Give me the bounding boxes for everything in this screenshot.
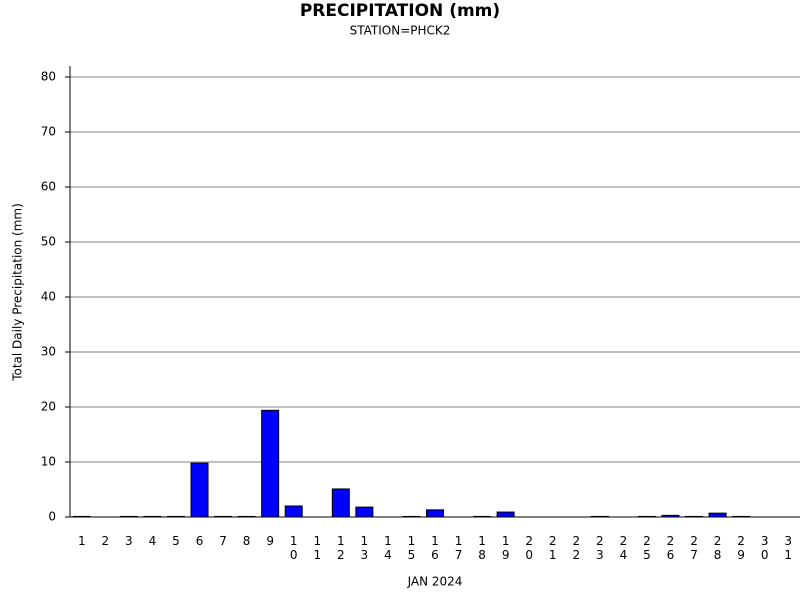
y-tick-label: 30 xyxy=(41,345,56,359)
bar xyxy=(661,514,680,518)
bar xyxy=(496,511,515,518)
x-tick-label: 2 xyxy=(102,534,110,548)
y-tick-label: 80 xyxy=(41,70,56,84)
bar xyxy=(685,515,704,518)
chart-subtitle: STATION=PHCK2 xyxy=(350,24,451,38)
y-tick-label: 0 xyxy=(48,510,56,524)
bar xyxy=(119,515,138,518)
bar xyxy=(426,509,444,518)
y-tick-label: 40 xyxy=(41,290,56,304)
bar xyxy=(261,409,280,518)
bar xyxy=(637,515,656,518)
y-axis-label: Total Daily Precipitation (mm) xyxy=(11,203,25,382)
bar xyxy=(708,512,727,518)
x-tick-label: 4 xyxy=(149,534,157,548)
x-tick-label: 1 xyxy=(78,534,86,548)
bar xyxy=(284,505,303,518)
y-tick-label: 50 xyxy=(41,235,56,249)
bar xyxy=(237,515,256,518)
x-tick-label: 9 xyxy=(266,534,274,548)
y-tick-label: 20 xyxy=(41,400,56,414)
bar xyxy=(732,515,751,518)
y-tick-label: 70 xyxy=(41,125,56,139)
bar xyxy=(473,515,492,518)
bar xyxy=(143,515,162,518)
y-tick-label: 60 xyxy=(41,180,56,194)
chart-title: PRECIPITATION (mm) xyxy=(300,1,500,21)
y-tick-label: 10 xyxy=(41,455,56,469)
x-tick-label: 6 xyxy=(196,534,204,548)
bar xyxy=(72,515,91,518)
x-axis-label: JAN 2024 xyxy=(407,575,463,589)
x-tick-label: 3 xyxy=(125,534,133,548)
x-tick-label: 7 xyxy=(219,534,227,548)
bar xyxy=(214,515,233,518)
bar xyxy=(590,515,609,518)
bar xyxy=(331,488,350,518)
x-tick-label: 5 xyxy=(172,534,180,548)
bar xyxy=(402,515,421,518)
x-tick-label: 8 xyxy=(243,534,251,548)
bar xyxy=(355,506,374,518)
bar xyxy=(166,515,185,518)
bar xyxy=(190,462,209,518)
